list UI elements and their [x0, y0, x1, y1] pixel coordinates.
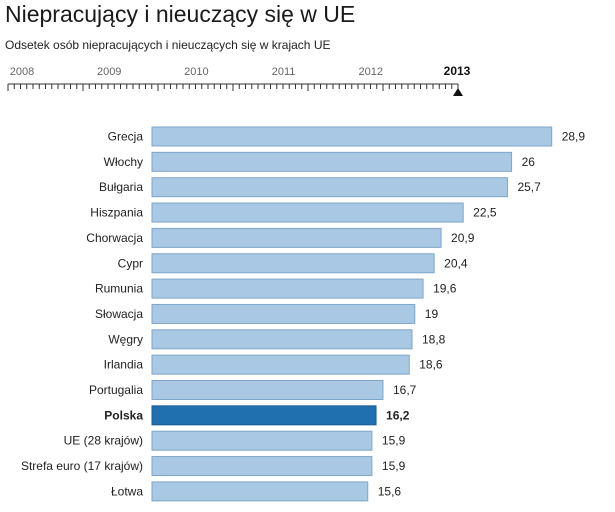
- bar[interactable]: [151, 354, 410, 375]
- category-label: Irlandia: [104, 358, 144, 372]
- bar[interactable]: [151, 253, 435, 274]
- value-label: 19: [425, 307, 439, 321]
- value-label: 20,9: [451, 231, 475, 245]
- category-label: Grecja: [108, 130, 144, 144]
- bar[interactable]: [151, 380, 384, 400]
- value-label: 18,8: [422, 332, 446, 346]
- timeline-year-2009[interactable]: 2009: [97, 66, 121, 78]
- value-label: 19,6: [433, 282, 457, 296]
- category-label: Włochy: [104, 155, 143, 169]
- value-label: 28,9: [562, 130, 586, 144]
- bar[interactable]: [151, 278, 424, 299]
- category-label: Rumunia: [95, 282, 143, 296]
- timeline-year-2010[interactable]: 2010: [184, 66, 208, 78]
- category-label: Portugalia: [89, 383, 143, 397]
- page-title: Niepracujący i nieuczący się w UE: [5, 1, 356, 27]
- bar[interactable]: [151, 177, 508, 198]
- bar-chart: Grecja 28,9 Włochy 26 Bułgaria 25,7 Hiszpania 2…: [21, 126, 586, 502]
- category-label: Hiszpania: [90, 206, 143, 220]
- bar[interactable]: [151, 151, 513, 172]
- bar[interactable]: [151, 227, 442, 248]
- category-label: Strefa euro (17 krajów): [21, 459, 143, 473]
- value-label: 26: [522, 155, 536, 169]
- year-timeline-slider[interactable]: 2008 2009 2010 2011 2012 2013: [0, 60, 615, 100]
- value-label: 16,7: [393, 383, 417, 397]
- category-label: Bułgaria: [99, 180, 143, 194]
- value-label: 22,5: [473, 206, 497, 220]
- bar[interactable]: [151, 329, 413, 350]
- bar[interactable]: [151, 456, 373, 477]
- timeline-year-2013[interactable]: 2013: [444, 64, 471, 78]
- bar[interactable]: [151, 430, 373, 451]
- value-label: 15,6: [378, 484, 402, 498]
- bar[interactable]: [151, 481, 369, 502]
- timeline-year-2008[interactable]: 2008: [10, 66, 34, 78]
- bar[interactable]: [151, 202, 464, 223]
- value-label: 18,6: [419, 358, 443, 372]
- timeline-year-2011[interactable]: 2011: [272, 66, 296, 78]
- timeline-handle-triangle-icon[interactable]: [453, 88, 463, 96]
- category-label: Chorwacja: [86, 231, 143, 245]
- bar[interactable]: [151, 303, 416, 324]
- category-label: Łotwa: [111, 484, 143, 498]
- value-label: 20,4: [444, 256, 468, 270]
- category-label: UE (28 krajów): [64, 434, 143, 448]
- value-label: 25,7: [517, 180, 541, 194]
- bar[interactable]: [151, 126, 553, 147]
- page-subtitle: Odsetek osób niepracujących i nieuczącyc…: [5, 38, 331, 52]
- value-label: 15,9: [382, 434, 406, 448]
- timeline-year-2012[interactable]: 2012: [359, 66, 383, 78]
- value-label: 15,9: [382, 459, 406, 473]
- timeline-ticks: [7, 84, 459, 91]
- category-label: Polska: [104, 408, 143, 422]
- bar-highlighted[interactable]: [151, 405, 377, 426]
- value-label: 16,2: [386, 408, 410, 422]
- category-label: Słowacja: [95, 307, 143, 321]
- category-label: Cypr: [118, 256, 143, 270]
- category-label: Węgry: [108, 332, 143, 346]
